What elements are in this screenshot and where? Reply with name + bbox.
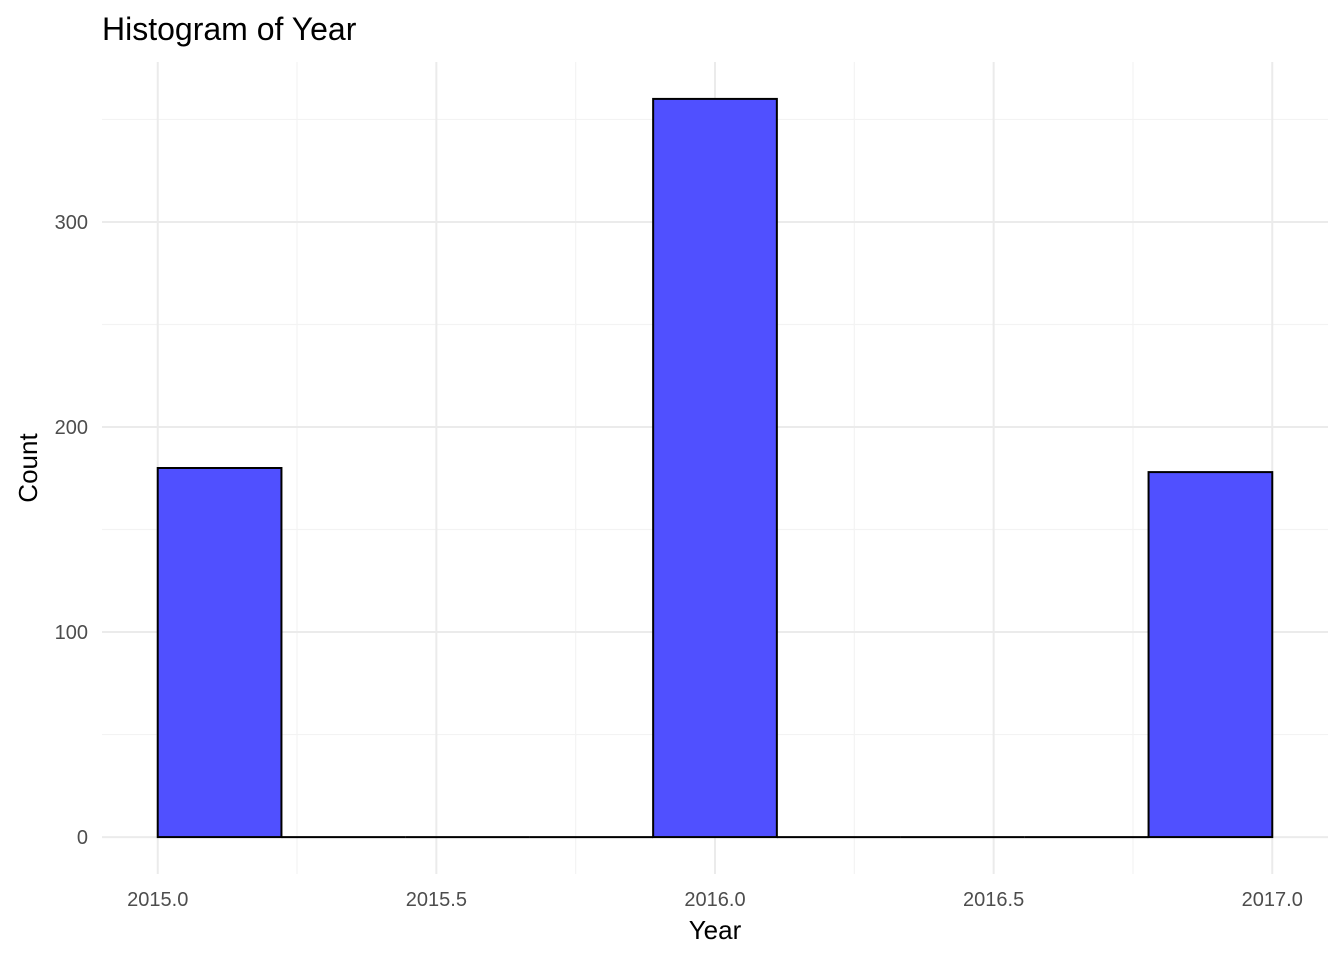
x-axis-title: Year — [689, 915, 742, 945]
y-axis-ticks: 0 100 200 300 — [55, 212, 88, 849]
y-axis-title: Count — [13, 433, 43, 503]
y-tick-label: 300 — [55, 212, 88, 234]
chart-title: Histogram of Year — [102, 11, 357, 47]
y-tick-label: 100 — [55, 622, 88, 644]
x-tick-label: 2016.0 — [684, 889, 745, 911]
x-axis-ticks: 2015.0 2015.5 2016.0 2016.5 2017.0 — [127, 889, 1303, 911]
x-tick-label: 2016.5 — [963, 889, 1024, 911]
histogram-bar — [156, 467, 283, 839]
x-tick-label: 2015.0 — [127, 889, 188, 911]
x-tick-label: 2017.0 — [1242, 889, 1303, 911]
y-tick-label: 0 — [77, 827, 88, 849]
x-tick-label: 2015.5 — [406, 889, 467, 911]
y-tick-label: 200 — [55, 417, 88, 439]
histogram-bars — [156, 97, 1274, 839]
histogram-bar — [1147, 471, 1274, 839]
histogram-bar — [652, 97, 778, 839]
